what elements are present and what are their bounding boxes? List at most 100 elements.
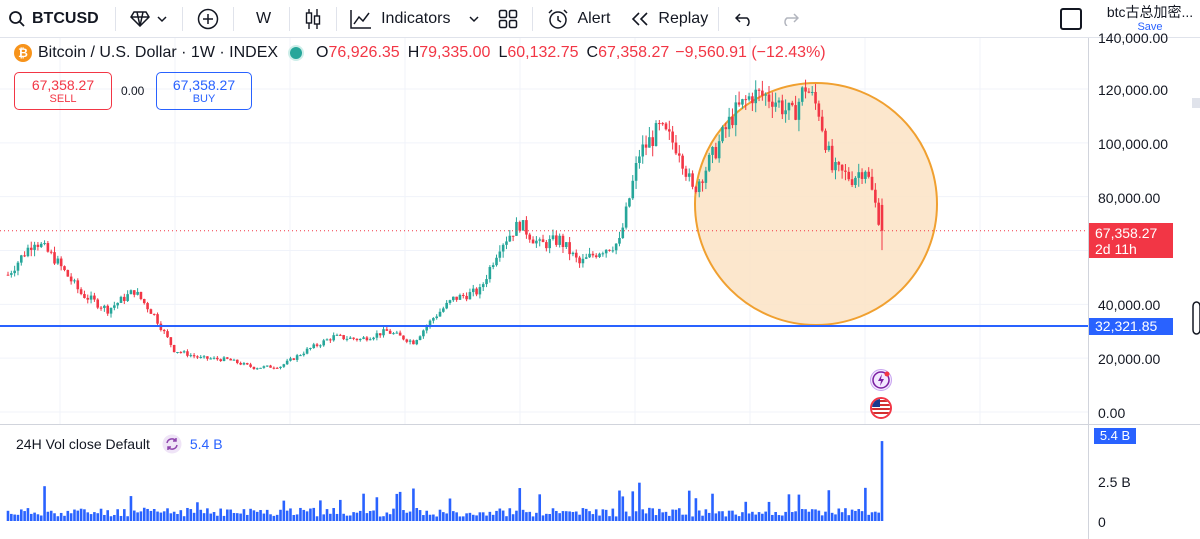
volume-bar (362, 493, 365, 521)
volume-bar (495, 510, 498, 521)
candle-body (774, 102, 777, 107)
candle-body (824, 130, 827, 151)
volume-bar (83, 509, 86, 521)
alert-button[interactable]: Alert (533, 0, 620, 38)
interval-button[interactable]: W (234, 0, 289, 38)
volume-bar (804, 509, 807, 521)
volume-bar (79, 508, 83, 521)
us-flag-icon (872, 399, 890, 417)
replay-button[interactable]: Replay (620, 0, 718, 38)
candle-body (362, 337, 365, 339)
buy-button[interactable]: 67,358.27 BUY (156, 72, 252, 110)
candle-body (614, 243, 618, 251)
candle-body (245, 363, 249, 365)
candle-body (295, 355, 299, 360)
candle-body (648, 137, 651, 148)
save-layout-button[interactable]: btc古总加密... Save (1100, 4, 1200, 32)
volume-bar (405, 512, 409, 521)
replay-label: Replay (658, 9, 709, 27)
price-chart[interactable] (0, 38, 1200, 539)
candle-body (830, 145, 834, 171)
volume-bar (315, 516, 319, 521)
candle-body (574, 252, 578, 258)
candle-body (618, 237, 621, 244)
candle-body (352, 337, 355, 339)
volume-bar (814, 509, 817, 521)
candle-body (787, 102, 791, 111)
price-scale-label: 120,000.00 (1098, 82, 1169, 98)
volume-bar (53, 513, 56, 521)
candle-body (601, 253, 605, 255)
candle-body (800, 87, 804, 102)
volume-bar (166, 508, 169, 521)
symbol-label: BTCUSD (32, 9, 99, 27)
volume-bar (10, 513, 13, 521)
refresh-icon[interactable] (162, 434, 182, 454)
volume-bar (754, 514, 758, 521)
candle-body (634, 162, 638, 181)
volume-bar (515, 510, 518, 521)
spread-value: 0.00 (121, 84, 145, 98)
chart-type-button[interactable] (290, 0, 336, 38)
volume-bar (744, 501, 748, 521)
undo-button[interactable] (719, 0, 767, 38)
candle-body (880, 204, 884, 231)
volume-bar (747, 513, 751, 521)
volume-bar (751, 511, 754, 521)
volume-bar (481, 512, 485, 521)
candle-body (837, 162, 841, 165)
candle-body (66, 270, 70, 277)
volume-bar (325, 509, 329, 521)
candle-body (219, 359, 222, 361)
volume-bar (46, 511, 50, 521)
candle-body (594, 255, 598, 258)
lightning-event-icon[interactable] (870, 369, 892, 391)
volume-bar (654, 515, 658, 521)
indicators-icon (350, 9, 372, 29)
plus-circle-icon (197, 8, 219, 29)
templates-button[interactable] (490, 0, 532, 38)
sell-button[interactable]: 67,358.27 SELL (14, 72, 112, 110)
volume-bar (272, 515, 276, 521)
undo-icon (735, 12, 750, 26)
volume-bar (704, 509, 708, 521)
volume-bar (568, 511, 571, 521)
volume-bar (156, 511, 159, 521)
redo-button[interactable] (767, 0, 813, 38)
candle-body (216, 357, 219, 360)
candle-body (16, 262, 20, 271)
candle-body (79, 289, 83, 295)
volume-bar (365, 513, 369, 521)
symbol-search[interactable]: BTCUSD (0, 0, 115, 38)
candle-body (495, 257, 498, 266)
volume-bar (202, 513, 206, 521)
volume-bar (305, 511, 309, 521)
volume-bar (797, 494, 801, 521)
candle-body (551, 235, 555, 240)
volume-bar (641, 509, 645, 521)
horizontal-line-tag[interactable]: 32,321.85 (1089, 318, 1173, 335)
volume-bar (382, 516, 385, 521)
candle-body (485, 279, 488, 285)
sell-price: 67,358.27 (31, 76, 95, 93)
volume-bar (172, 511, 176, 521)
volume-bar (691, 516, 694, 521)
compare-button[interactable] (183, 0, 233, 38)
volume-bar (375, 497, 379, 521)
symbol-type-dropdown[interactable] (116, 0, 182, 38)
volume-bar (468, 512, 472, 521)
candle-body (269, 365, 272, 368)
bar-countdown: 2d 11h (1095, 241, 1137, 257)
layout-checkbox[interactable] (1060, 8, 1082, 30)
volume-bar (555, 510, 558, 521)
volume-bar (614, 516, 618, 521)
us-flag-event-icon[interactable] (870, 397, 892, 419)
volume-bar (638, 482, 641, 521)
indicators-dropdown[interactable] (458, 0, 490, 38)
candle-body (525, 220, 528, 235)
candle-body (468, 292, 472, 300)
volume-bar (279, 509, 282, 521)
candle-body (282, 364, 286, 367)
candle-body (319, 345, 322, 347)
indicators-button[interactable]: Indicators (337, 0, 458, 38)
